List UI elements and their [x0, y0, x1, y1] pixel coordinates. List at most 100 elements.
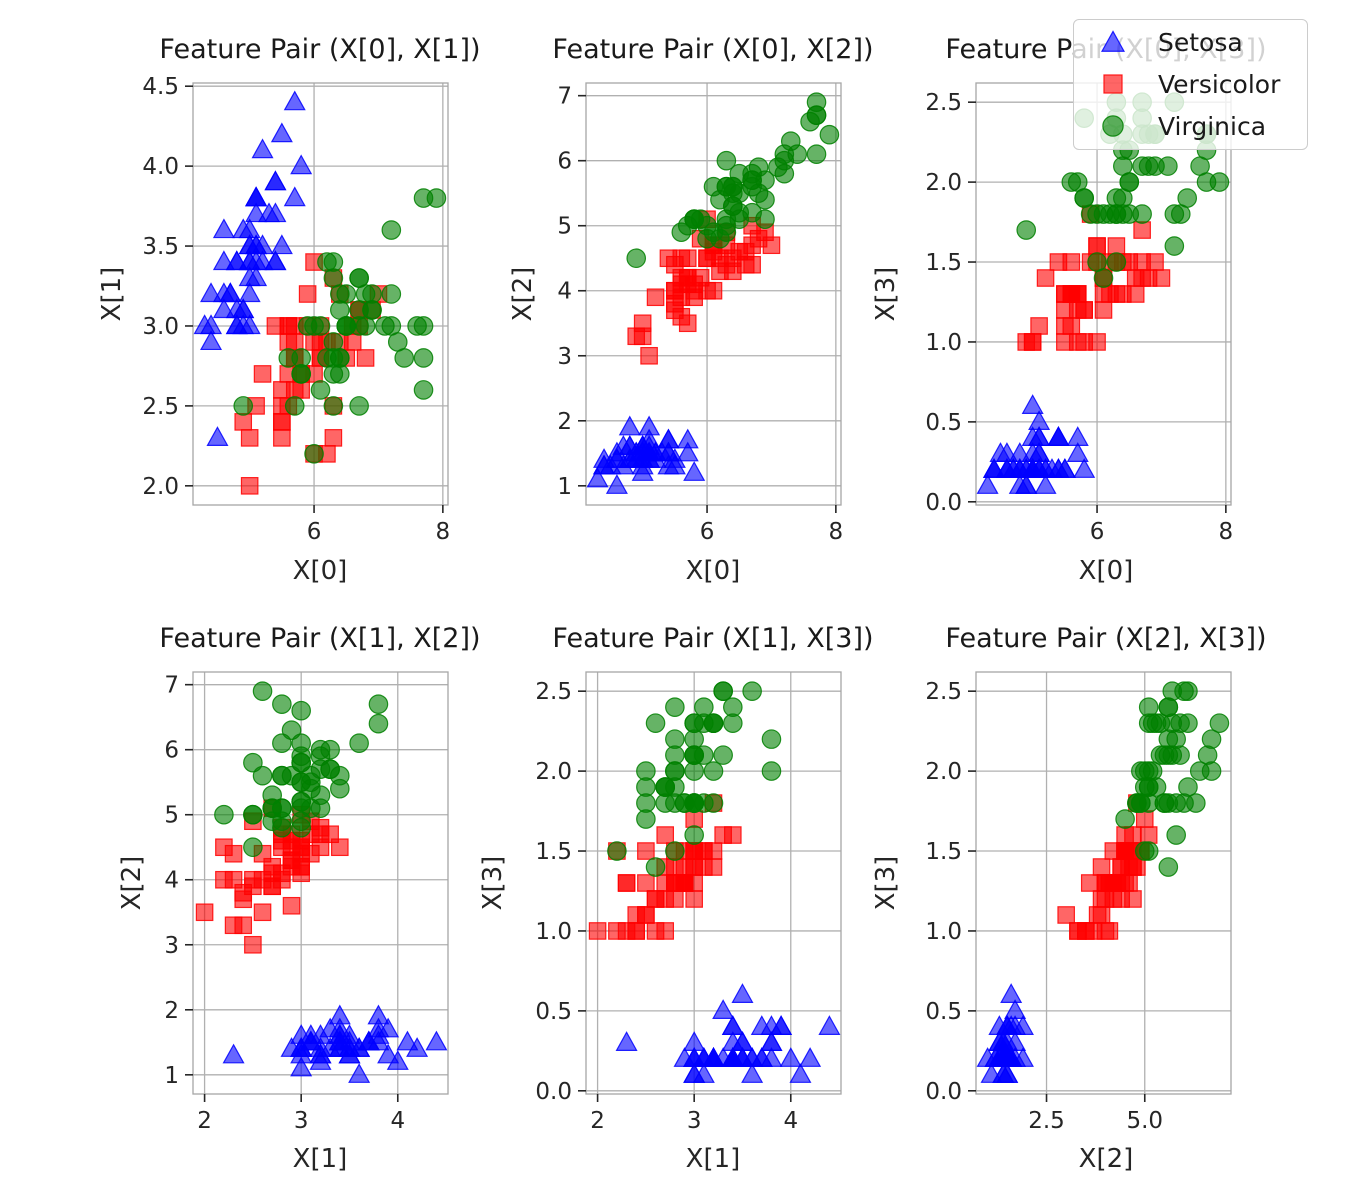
y-tick-label: 0.0	[925, 490, 962, 516]
data-point	[290, 154, 313, 175]
data-point	[640, 346, 658, 365]
data-point	[665, 841, 685, 861]
data-point	[212, 282, 235, 303]
data-point	[683, 1063, 706, 1083]
data-point	[272, 694, 292, 714]
data-point	[1021, 458, 1044, 478]
subplot-title: Feature Pair (X[0], X[1])	[159, 34, 481, 65]
data-point	[1164, 236, 1185, 256]
data-point	[996, 1015, 1019, 1035]
data-point	[1142, 761, 1163, 781]
y-axis-label: X[1]	[97, 266, 127, 322]
data-point	[712, 999, 735, 1019]
data-point	[633, 327, 652, 346]
y-tick-label: 1.0	[925, 919, 962, 945]
data-point	[1094, 301, 1113, 319]
data-point	[1028, 426, 1051, 446]
series-versicolor	[1057, 794, 1158, 940]
data-point	[1189, 761, 1210, 781]
x-tick-label: 5.0	[1126, 1108, 1163, 1134]
series-setosa	[976, 983, 1034, 1083]
data-point	[357, 1030, 380, 1051]
data-point	[1119, 172, 1140, 192]
data-point	[273, 381, 291, 399]
data-point	[789, 1063, 812, 1083]
data-point	[637, 842, 655, 860]
data-point	[1093, 268, 1114, 288]
data-point	[736, 255, 755, 274]
y-tick-label: 0.0	[535, 1079, 572, 1105]
data-point	[273, 413, 291, 431]
virginica-circle-icon	[1102, 115, 1124, 137]
data-point	[291, 700, 311, 721]
x-tick-label: 8	[1219, 519, 1234, 545]
y-axis-label: X[3]	[871, 266, 901, 322]
data-point	[319, 1017, 342, 1038]
subplot-title: Feature Pair (X[2], X[3])	[945, 623, 1267, 654]
y-tick-label: 2.0	[535, 759, 572, 785]
data-point	[799, 1047, 822, 1067]
data-point	[338, 1024, 361, 1044]
data-point	[224, 844, 243, 863]
data-point	[244, 935, 262, 954]
data-point	[626, 248, 647, 269]
data-point	[671, 222, 692, 243]
series-virginica	[626, 92, 840, 269]
data-point	[806, 105, 827, 125]
data-point	[638, 415, 661, 436]
data-point	[253, 903, 272, 922]
data-point	[281, 720, 302, 740]
data-point	[989, 442, 1012, 462]
data-point	[665, 697, 685, 717]
data-point	[818, 1015, 841, 1035]
y-tick-label: 7	[557, 84, 572, 110]
data-point	[656, 826, 675, 844]
series-virginica	[607, 681, 782, 877]
subplot-title: Feature Pair (X[1], X[2])	[159, 623, 481, 654]
data-point	[291, 798, 311, 819]
data-point	[741, 1063, 764, 1083]
data-point	[1106, 252, 1127, 272]
y-tick-label: 3.5	[142, 234, 179, 260]
data-point	[1201, 729, 1222, 749]
data-point	[232, 298, 255, 319]
y-tick-label: 2.5	[925, 90, 962, 116]
plot-spines	[975, 671, 1232, 1095]
legend-label: Setosa	[1158, 28, 1243, 58]
series-setosa	[976, 394, 1096, 494]
data-point	[234, 413, 253, 431]
y-tick-label: 6	[164, 738, 179, 764]
y-tick-label: 4.5	[142, 74, 179, 100]
data-point	[349, 733, 369, 754]
data-point	[1138, 841, 1159, 861]
y-tick-label: 4.0	[142, 154, 179, 180]
data-point	[704, 281, 723, 300]
data-point	[1135, 810, 1154, 828]
data-point	[690, 209, 711, 230]
data-point	[381, 284, 402, 304]
data-point	[310, 380, 331, 400]
data-point	[243, 804, 263, 825]
data-point	[617, 874, 636, 892]
data-point	[206, 426, 229, 446]
data-point	[282, 851, 301, 870]
series-virginica	[1115, 681, 1230, 877]
data-point	[413, 316, 434, 336]
data-point	[291, 817, 311, 838]
data-point	[1092, 858, 1111, 876]
y-tick-label: 6	[557, 149, 572, 175]
data-point	[290, 1037, 313, 1057]
data-point	[1100, 922, 1119, 940]
data-point	[1106, 188, 1127, 208]
data-point	[394, 348, 415, 368]
data-point	[222, 1043, 245, 1064]
x-axis-label: X[0]	[685, 556, 741, 586]
data-point	[1080, 204, 1101, 224]
data-point	[713, 681, 733, 701]
legend-item: Versicolor	[1074, 64, 1307, 104]
data-point	[665, 729, 685, 749]
data-point	[695, 842, 713, 860]
data-point	[406, 1037, 429, 1057]
data-point	[755, 189, 775, 210]
data-point	[703, 761, 724, 781]
